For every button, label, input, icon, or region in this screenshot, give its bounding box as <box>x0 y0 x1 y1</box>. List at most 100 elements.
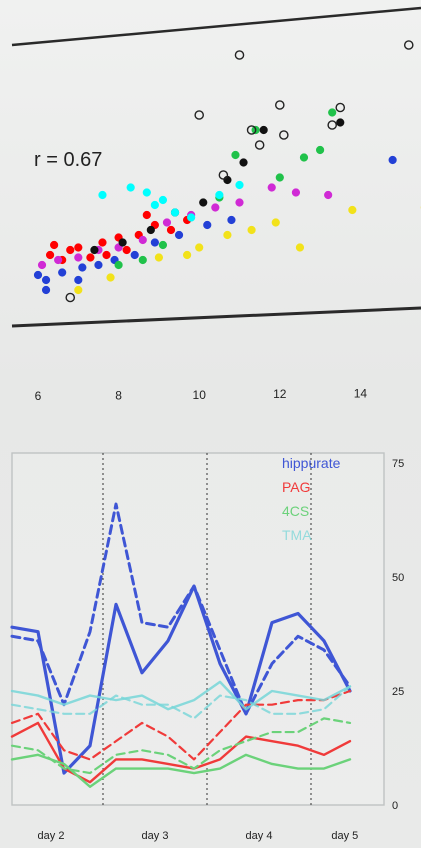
scatter-point <box>324 190 333 200</box>
scatter-point <box>211 203 220 212</box>
scatter-point <box>335 102 346 113</box>
scatter-point <box>126 183 135 192</box>
line-x-label: day 2 <box>38 830 65 842</box>
scatter-point <box>146 225 155 235</box>
line-x-label: day 4 <box>246 830 273 842</box>
line-legend-entry: PAG <box>282 479 311 495</box>
scatter-point <box>78 263 87 272</box>
scatter-point <box>174 230 184 240</box>
scatter-point <box>183 250 192 260</box>
scatter-point <box>291 188 301 197</box>
scatter-point <box>223 230 232 240</box>
scatter-x-tick-label: 14 <box>354 387 368 401</box>
scatter-point <box>259 125 268 135</box>
scatter-point <box>142 210 151 220</box>
scatter-point <box>187 213 196 222</box>
scatter-point <box>274 100 285 110</box>
scatter-point <box>150 200 159 210</box>
scatter-point <box>150 238 159 247</box>
scatter-x-tick-label: 10 <box>193 388 207 402</box>
scatter-point <box>98 238 107 247</box>
scatter-point <box>218 170 229 180</box>
scatter-point <box>316 145 325 155</box>
scatter-point <box>336 118 345 127</box>
scatter-x-tick-label: 12 <box>273 387 287 401</box>
scatter-point <box>162 218 172 227</box>
scatter-point <box>74 285 83 295</box>
scatter-point <box>138 235 147 245</box>
scatter-point <box>65 292 76 303</box>
line-x-label: day 3 <box>142 830 169 842</box>
scatter-point <box>114 260 123 270</box>
scatter-bottom-axis <box>11 306 421 328</box>
scatter-x-tick-label: 6 <box>35 389 42 403</box>
scatter-points <box>33 40 421 303</box>
scatter-point <box>403 40 414 50</box>
scatter-point <box>203 220 212 230</box>
correlation-annotation: r = 0.67 <box>34 149 102 171</box>
line-y-tick-label: 0 <box>392 800 398 812</box>
scatter-point <box>227 215 236 225</box>
scatter-point <box>231 150 240 160</box>
scatter-point <box>106 273 115 282</box>
scatter-point <box>58 268 67 277</box>
line-x-label: day 5 <box>331 830 358 842</box>
scatter-point <box>118 238 127 247</box>
scatter-point <box>234 50 245 60</box>
scatter-point <box>74 253 83 262</box>
scatter-point <box>247 225 256 235</box>
scatter-point <box>74 275 83 285</box>
scatter-point <box>199 198 208 207</box>
line-y-ticks: 0 25 50 75 <box>392 458 404 812</box>
scatter-x-tick-label: 8 <box>115 388 122 402</box>
scatter-point <box>66 245 75 255</box>
line-chart-frame <box>11 452 385 806</box>
scatter-point <box>54 255 63 265</box>
scatter-point <box>86 253 95 262</box>
scatter-point <box>348 205 357 215</box>
series-4cs-solid <box>10 753 352 788</box>
scatter-point <box>328 108 337 117</box>
scatter-point <box>102 250 111 260</box>
line-chart: 0 25 50 75 day 2 day 3 day 4 day 5 hippurate PA… <box>10 452 404 842</box>
scatter-point <box>271 218 280 227</box>
scatter-point <box>158 195 168 205</box>
series-4cs-dashed <box>10 717 352 775</box>
scatter-point <box>215 190 224 200</box>
scatter-point <box>388 155 397 165</box>
scatter-point <box>138 255 147 265</box>
scatter-point <box>94 260 103 270</box>
line-legend-entry: 4CS <box>282 503 309 519</box>
scatter-point <box>98 190 107 200</box>
line-legend: hippurate PAG 4CS TMA <box>282 455 341 543</box>
line-y-tick-label: 75 <box>392 458 404 470</box>
series-pag-solid <box>10 721 352 784</box>
scatter-point <box>170 208 180 217</box>
series-tma-solid <box>10 680 352 711</box>
scatter-point <box>50 240 59 250</box>
scatter-point <box>37 260 47 270</box>
scatter-point <box>275 173 284 182</box>
scatter-point <box>246 125 257 135</box>
scatter-point <box>195 243 204 252</box>
line-legend-entry: TMA <box>282 527 312 543</box>
scatter-point <box>327 120 337 130</box>
scatter-point <box>267 183 276 192</box>
scatter-point <box>235 180 244 190</box>
series-hippurate-dashed <box>10 502 352 716</box>
scatter-top-axis <box>11 6 421 47</box>
line-series-group <box>10 502 352 788</box>
scatter-point <box>279 130 289 140</box>
scatter-point <box>41 275 51 285</box>
scatter-point <box>194 110 204 120</box>
scatter-point <box>154 253 163 262</box>
scatter-point <box>235 198 244 207</box>
scatter-point <box>158 240 168 250</box>
line-x-labels: day 2 day 3 day 4 day 5 <box>38 830 359 842</box>
scatter-point <box>254 140 265 150</box>
scatter-point <box>142 188 151 197</box>
line-y-tick-label: 50 <box>392 572 404 584</box>
scatter-point <box>74 243 83 252</box>
